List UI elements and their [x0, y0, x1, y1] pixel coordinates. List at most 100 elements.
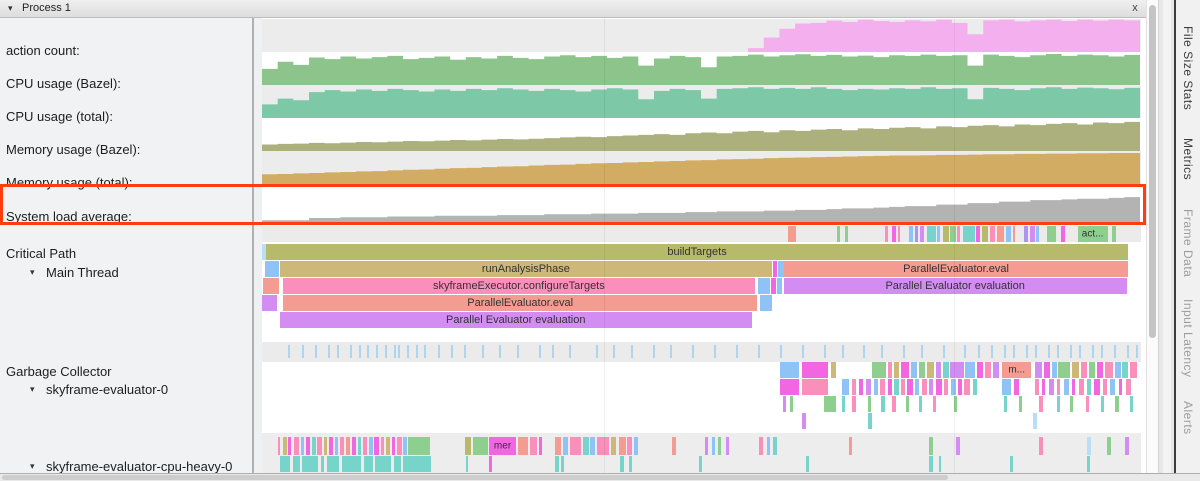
- trace-slice[interactable]: [929, 379, 933, 395]
- trace-slice[interactable]: [302, 456, 319, 472]
- counter-chart-cpu-usage-total[interactable]: [262, 85, 1140, 118]
- gc-event-tick[interactable]: [802, 345, 804, 358]
- trace-slice[interactable]: [922, 379, 927, 395]
- trace-slice[interactable]: [672, 437, 676, 455]
- trace-slice[interactable]: [894, 379, 899, 395]
- gc-event-tick[interactable]: [481, 345, 484, 358]
- trace-slice[interactable]: [1130, 362, 1138, 378]
- trace-slice-labeled[interactable]: mer: [489, 437, 516, 455]
- gc-event-tick[interactable]: [990, 345, 993, 358]
- trace-slice[interactable]: [1046, 226, 1056, 242]
- gc-event-tick[interactable]: [327, 345, 330, 358]
- trace-slice[interactable]: [1061, 226, 1066, 242]
- trace-slice[interactable]: [1005, 226, 1011, 242]
- trace-slice[interactable]: [926, 362, 935, 378]
- trace-slice[interactable]: [1081, 362, 1088, 378]
- trace-slice[interactable]: [888, 362, 893, 378]
- trace-slice[interactable]: [1078, 379, 1084, 395]
- trace-slice[interactable]: [1048, 379, 1054, 395]
- trace-slice[interactable]: [363, 456, 373, 472]
- trace-slice[interactable]: [570, 437, 581, 455]
- trace-slice[interactable]: [374, 437, 379, 455]
- trace-slice[interactable]: [1089, 362, 1096, 378]
- trace-slice[interactable]: [919, 226, 924, 242]
- trace-slice[interactable]: [327, 456, 340, 472]
- gc-event-tick[interactable]: [336, 345, 339, 358]
- trace-slice[interactable]: [634, 437, 638, 455]
- trace-slice[interactable]: [1126, 379, 1132, 395]
- trace-slice[interactable]: [1024, 226, 1029, 242]
- trace-slice[interactable]: [1129, 396, 1133, 412]
- trace-slice[interactable]: [953, 396, 958, 412]
- counter-chart-system-load-average[interactable]: [262, 186, 1140, 224]
- gc-event-tick[interactable]: [499, 345, 502, 358]
- trace-slice[interactable]: [620, 456, 624, 472]
- trace-slice[interactable]: [385, 437, 391, 455]
- horizontal-scrollbar[interactable]: [0, 473, 1200, 481]
- gc-event-tick[interactable]: [1135, 345, 1138, 358]
- trace-slice[interactable]: [905, 396, 910, 412]
- trace-slice[interactable]: [328, 437, 334, 455]
- gc-event-tick[interactable]: [964, 345, 967, 358]
- gc-event-tick[interactable]: [398, 345, 401, 358]
- trace-slice[interactable]: [892, 396, 896, 412]
- gc-event-tick[interactable]: [406, 345, 409, 358]
- trace-slice[interactable]: [802, 413, 807, 429]
- trace-slice[interactable]: [937, 226, 940, 242]
- vertical-scrollbar[interactable]: [1146, 0, 1158, 473]
- trace-slice[interactable]: [305, 437, 311, 455]
- trace-slice[interactable]: [363, 437, 368, 455]
- trace-slice[interactable]: [1012, 226, 1016, 242]
- tab-metrics[interactable]: Metrics: [1181, 138, 1195, 181]
- gc-event-tick[interactable]: [630, 345, 633, 358]
- gc-event-tick[interactable]: [551, 345, 554, 358]
- trace-slice[interactable]: [852, 379, 857, 395]
- trace-slice[interactable]: [852, 396, 856, 412]
- trace-slice[interactable]: [320, 456, 325, 472]
- trace-slice[interactable]: [341, 456, 362, 472]
- trace-slice[interactable]: [300, 437, 305, 455]
- trace-slice[interactable]: [1125, 437, 1129, 455]
- trace-slice[interactable]: [711, 437, 715, 455]
- trace-slice[interactable]: [312, 437, 316, 455]
- trace-slice[interactable]: [782, 396, 787, 412]
- gc-event-tick[interactable]: [384, 345, 387, 358]
- gc-event-tick[interactable]: [463, 345, 466, 358]
- trace-slice[interactable]: [823, 396, 837, 412]
- trace-slice[interactable]: [936, 379, 942, 395]
- gc-event-tick[interactable]: [1091, 345, 1094, 358]
- trace-slice-labeled[interactable]: skyframeExecutor.configureTargets: [283, 278, 755, 294]
- trace-slice[interactable]: [915, 226, 918, 242]
- trace-slice[interactable]: [944, 379, 948, 395]
- trace-slice[interactable]: [590, 437, 595, 455]
- counter-chart-memory-usage-total[interactable]: [262, 151, 1140, 184]
- trace-slice[interactable]: [918, 396, 923, 412]
- trace-slice[interactable]: [918, 362, 925, 378]
- trace-slice[interactable]: [837, 226, 841, 242]
- trace-slice[interactable]: [780, 379, 800, 395]
- trace-slice[interactable]: [957, 226, 961, 242]
- trace-slice[interactable]: [629, 456, 632, 472]
- trace-slice[interactable]: [867, 413, 873, 429]
- gc-event-tick[interactable]: [780, 345, 782, 358]
- trace-slice[interactable]: [888, 379, 892, 395]
- trace-slice[interactable]: [758, 437, 764, 455]
- trace-slice[interactable]: [1071, 379, 1075, 395]
- trace-slice[interactable]: [704, 437, 708, 455]
- trace-slice-labeled[interactable]: Parallel Evaluator evaluation: [280, 312, 752, 328]
- column-divider[interactable]: [252, 18, 254, 473]
- trace-slice[interactable]: [910, 362, 917, 378]
- trace-slice[interactable]: [407, 437, 431, 455]
- trace-slice[interactable]: [892, 226, 896, 242]
- trace-slice[interactable]: [848, 437, 852, 455]
- trace-slice[interactable]: [1087, 379, 1091, 395]
- trace-slice[interactable]: [806, 456, 809, 472]
- trace-slice[interactable]: [802, 362, 829, 378]
- gc-event-tick[interactable]: [358, 345, 361, 358]
- gc-event-tick[interactable]: [349, 345, 352, 358]
- trace-slice-labeled[interactable]: buildTargets: [266, 244, 1128, 260]
- trace-slice[interactable]: [880, 379, 886, 395]
- trace-slice[interactable]: [563, 437, 568, 455]
- trace-slice[interactable]: [955, 437, 960, 455]
- trace-slice[interactable]: [777, 278, 782, 294]
